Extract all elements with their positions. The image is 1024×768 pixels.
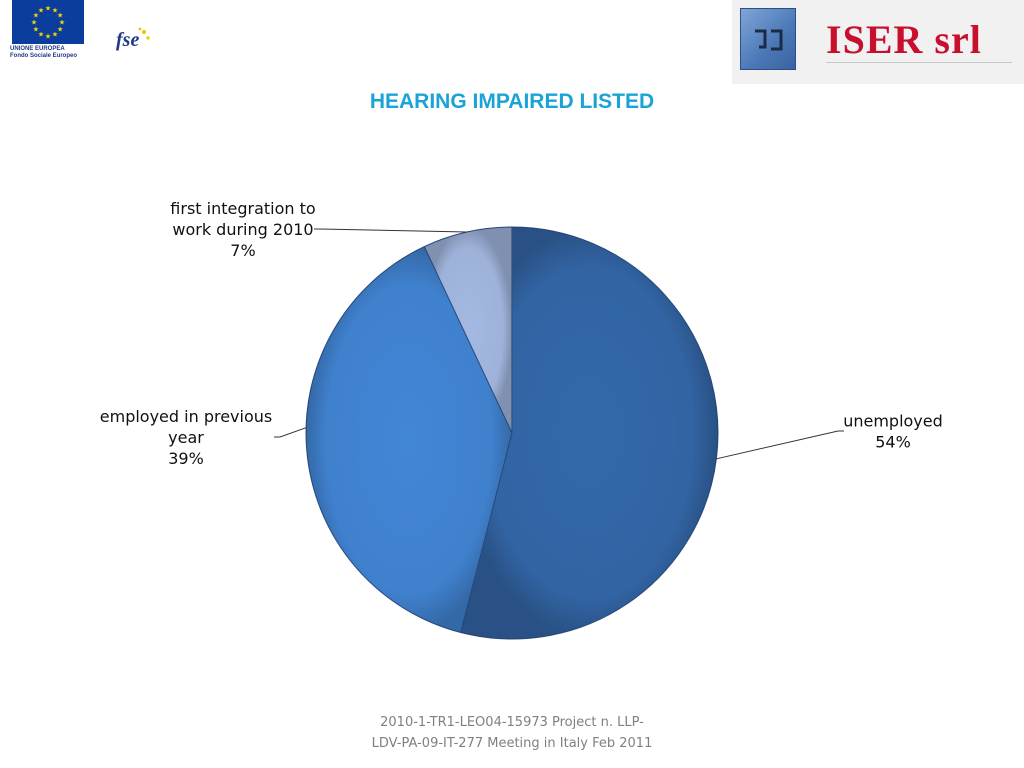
slice-value-label-2: 39%: [168, 449, 204, 468]
eu-star-icon: ★: [33, 26, 39, 34]
eu-star-icon: ★: [33, 12, 39, 20]
slice-label-2: employed in previous: [100, 407, 272, 426]
eu-star-icon: ★: [38, 6, 44, 14]
eu-logo-line1: UNIONE EUROPEA: [10, 46, 65, 52]
iser-name: ISER srl: [826, 17, 982, 62]
eu-star-icon: ★: [59, 19, 65, 27]
slice-label-1: unemployed: [843, 412, 943, 431]
iser-logo: ISER srl: [732, 0, 1024, 84]
eu-star-icon: ★: [31, 19, 37, 27]
eu-logo: ★ ★ ★ ★ ★ ★ ★ ★ ★ ★ ★ ★ UNIONE EUROPEA Fondo Social…: [4, 0, 84, 64]
pie-slice-shade-1: [460, 227, 718, 639]
eu-star-icon: ★: [57, 26, 63, 34]
chart-title: HEARING IMPAIRED LISTED: [369, 90, 655, 113]
slice-labels: unemployed 54% employed in previous year 39%…: [100, 199, 943, 468]
footer-line1: 2010-1-TR1-LEO04-15973 Project n. LLP-: [380, 715, 644, 730]
eu-star-icon: ★: [45, 5, 51, 13]
eu-star-icon: ★: [45, 33, 51, 41]
eu-star-icon: ★: [57, 12, 63, 20]
eu-flag-icon: ★ ★ ★ ★ ★ ★ ★ ★ ★ ★ ★ ★: [12, 0, 84, 44]
footer-line2: LDV-PA-09-IT-277 Meeting in Italy Feb 20…: [371, 736, 653, 751]
footer-text: 2010-1-TR1-LEO04-15973 Project n. LLP- L…: [312, 712, 712, 754]
leader-line-2: [274, 427, 307, 438]
leader-lines: [274, 228, 844, 460]
slice-label-3: first integration to: [170, 199, 315, 218]
eu-logo-text: UNIONE EUROPEA Fondo Sociale Europeo: [10, 46, 90, 60]
eu-star-icon: ★: [52, 6, 58, 14]
pie-slice-shade-2: [306, 246, 512, 633]
slice-label-3: work during 2010: [172, 220, 313, 239]
eu-star-icon: ★: [52, 31, 58, 39]
fse-logo: fse: [110, 24, 154, 58]
iser-divider: [826, 62, 1012, 63]
pie-slice-shade-3: [424, 227, 512, 433]
leader-line-1: [716, 430, 844, 460]
slice-value-label-3: 7%: [230, 241, 255, 260]
eu-star-icon: ★: [38, 31, 44, 39]
eu-logo-line2: Fondo Sociale Europeo: [10, 53, 78, 59]
iser-emblem-icon: [740, 8, 796, 70]
slice-value-label-1: 54%: [875, 433, 911, 452]
fse-logo-text: fse: [116, 29, 139, 51]
pie-slices: [305, 226, 719, 640]
slice-label-2: year: [168, 428, 204, 447]
leader-line-3: [314, 228, 468, 233]
